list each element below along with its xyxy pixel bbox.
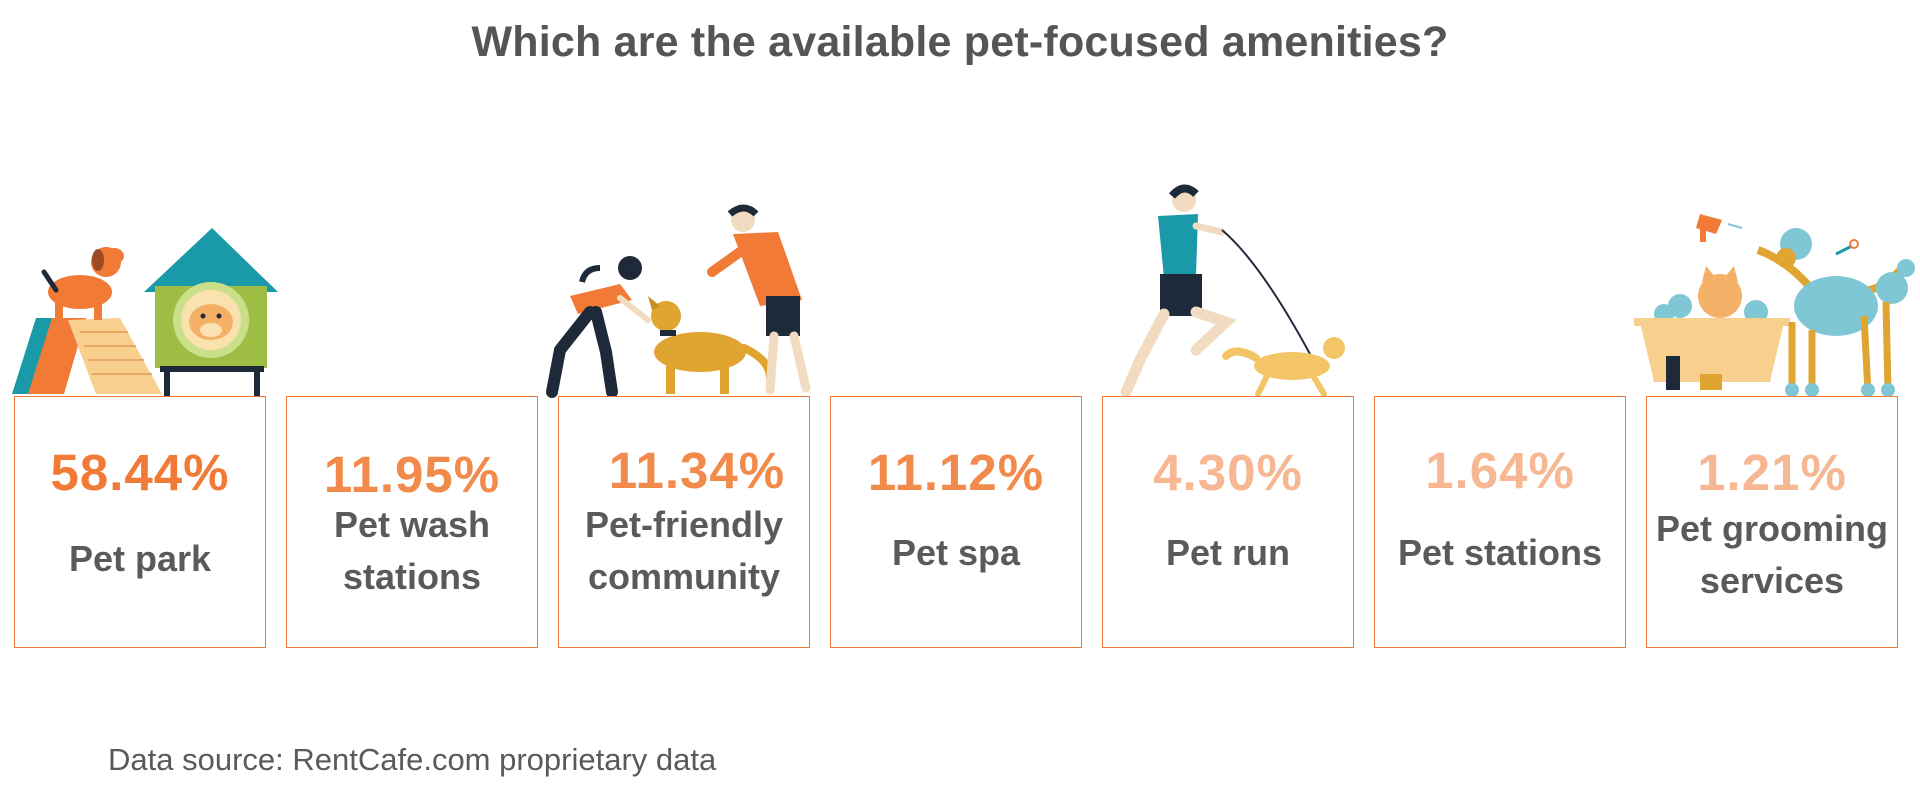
category-label-line: Pet spa <box>891 532 1021 573</box>
people-greeting-dog-icon <box>546 204 811 398</box>
value-label: 58.44% <box>50 444 230 501</box>
category-label-line: Pet stations <box>1397 532 1603 573</box>
value-label: 1.64% <box>1425 442 1575 499</box>
category-label-line: Pet wash <box>333 504 491 545</box>
category-label-line: services <box>1699 560 1845 601</box>
category-label: Pet stations <box>1375 527 1625 579</box>
value-label: 11.34% <box>608 442 786 499</box>
value-label: 4.30% <box>1153 444 1303 501</box>
data-source-note: Data source: RentCafe.com proprietary da… <box>108 742 717 777</box>
category-label: Pet park <box>15 533 265 585</box>
value-label: 11.12% <box>867 444 1045 501</box>
category-label: Pet run <box>1103 527 1353 579</box>
amenity-card-pet-spa: 11.12% Pet spa <box>830 396 1082 648</box>
category-label-line: Pet-friendly <box>584 504 784 545</box>
category-label: Pet grooming services <box>1647 503 1897 607</box>
amenity-card-pet-grooming-services: 1.21% Pet grooming services <box>1646 396 1898 648</box>
amenity-card-pet-friendly-community: 11.34% Pet-friendly community <box>558 396 810 648</box>
dog-agility-ramp-and-doghouse-icon <box>12 228 278 396</box>
man-running-with-dog-icon <box>1120 184 1345 398</box>
amenity-card-pet-park: 58.44% Pet park <box>14 396 266 648</box>
pet-bath-and-grooming-icon <box>1634 214 1915 397</box>
amenity-card-pet-stations: 1.64% Pet stations <box>1374 396 1626 648</box>
category-label-line: Pet grooming <box>1656 508 1888 549</box>
value-label: 1.21% <box>1697 444 1847 501</box>
category-label-line: community <box>587 556 781 597</box>
category-label-line: stations <box>342 556 482 597</box>
value-label: 11.95% <box>323 446 501 503</box>
category-label-line: Pet park <box>68 538 212 579</box>
amenity-card-pet-run: 4.30% Pet run <box>1102 396 1354 648</box>
category-label: Pet spa <box>831 527 1081 579</box>
chart-title: Which are the available pet-focused amen… <box>471 18 1449 66</box>
category-label: Pet wash stations <box>287 499 537 603</box>
category-label: Pet-friendly community <box>559 499 809 603</box>
amenity-card-pet-wash-stations: 11.95% Pet wash stations <box>286 396 538 648</box>
category-label-line: Pet run <box>1165 532 1290 573</box>
